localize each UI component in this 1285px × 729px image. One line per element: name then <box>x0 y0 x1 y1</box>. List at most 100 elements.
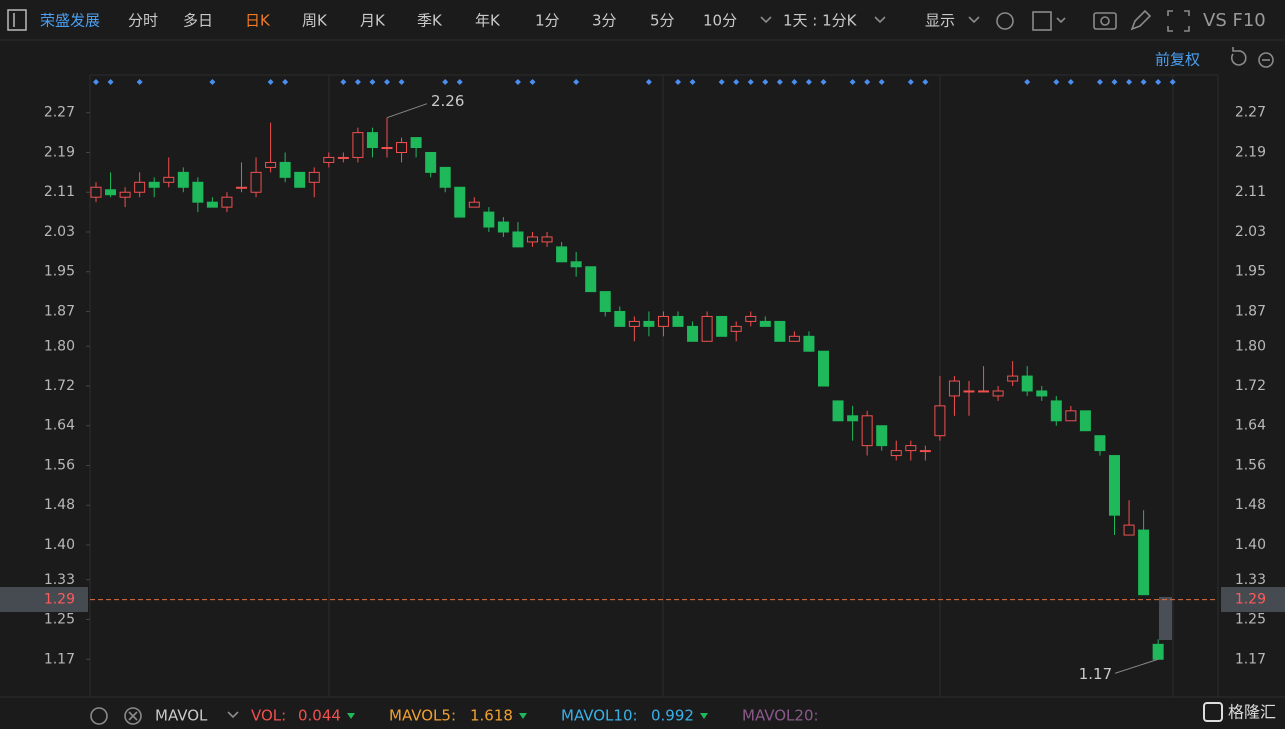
interval-select[interactable]: 1天 : 1分K <box>783 12 858 30</box>
event-marker[interactable] <box>1024 79 1031 85</box>
event-marker[interactable] <box>398 79 405 85</box>
candle-body <box>657 315 669 327</box>
event-marker[interactable] <box>107 79 114 85</box>
max-annotation: 2.26 <box>431 92 464 110</box>
indicator-value: 1.618 <box>470 707 513 725</box>
event-marker[interactable] <box>820 79 827 85</box>
event-marker[interactable] <box>791 79 798 85</box>
camera-icon[interactable] <box>1093 12 1117 30</box>
sidebar-toggle[interactable] <box>7 9 27 31</box>
event-marker[interactable] <box>762 79 769 85</box>
zoom-out-icon[interactable] <box>1258 52 1274 68</box>
event-marker[interactable] <box>384 79 390 85</box>
indicator-settings[interactable] <box>90 707 108 725</box>
event-marker[interactable] <box>573 79 580 85</box>
period-tab[interactable]: 3分 <box>592 12 617 30</box>
adjust-mode[interactable]: 前复权 <box>1155 51 1200 69</box>
candle-body <box>788 335 800 342</box>
event-marker[interactable] <box>442 79 449 85</box>
y-tick-label: 2.19 <box>44 144 75 160</box>
candle-body <box>556 246 568 263</box>
reset-icon[interactable] <box>1230 47 1247 66</box>
event-marker[interactable] <box>675 79 681 85</box>
event-marker[interactable] <box>1096 79 1103 85</box>
event-marker[interactable] <box>1111 79 1118 85</box>
candle-body <box>134 181 146 193</box>
y-tick-label: 1.40 <box>1235 537 1266 553</box>
candle-body <box>323 156 335 163</box>
candle-body <box>512 231 524 248</box>
candle-body <box>352 132 364 158</box>
event-marker[interactable] <box>805 79 812 85</box>
y-tick-label: 2.11 <box>44 184 75 200</box>
indicator-value: 0.044 <box>298 707 341 725</box>
period-tab[interactable]: 周K <box>302 12 328 30</box>
period-tab[interactable]: 月K <box>360 12 386 30</box>
period-tab[interactable]: 年K <box>475 12 501 30</box>
period-tab[interactable]: 多日 <box>183 12 213 30</box>
fullscreen-icon[interactable] <box>1167 10 1190 32</box>
candle-body <box>527 236 538 243</box>
candle-body <box>963 390 975 393</box>
event-marker[interactable] <box>340 79 347 85</box>
event-marker[interactable] <box>514 79 521 85</box>
event-marker[interactable] <box>645 79 652 85</box>
candle-body <box>1079 410 1091 432</box>
indicator-name[interactable]: MAVOL <box>155 707 208 725</box>
candle-body <box>1021 375 1033 392</box>
period-tab[interactable]: 5分 <box>650 12 675 30</box>
candle-body <box>948 380 960 397</box>
event-marker[interactable] <box>849 79 856 85</box>
y-tick-label: 1.80 <box>44 338 75 354</box>
candle-body <box>599 291 611 312</box>
event-marker[interactable] <box>209 79 216 85</box>
shape-icon[interactable] <box>1032 11 1052 31</box>
y-tick-label: 2.03 <box>44 224 75 240</box>
period-tab[interactable]: 季K <box>417 12 443 30</box>
event-marker[interactable] <box>878 79 885 85</box>
logo-mark <box>1203 702 1223 722</box>
candle-body <box>439 166 451 188</box>
period-tab[interactable]: 日K <box>245 12 271 30</box>
event-marker[interactable] <box>689 79 696 85</box>
candle-body <box>701 315 713 342</box>
display-menu[interactable]: 显示 <box>925 12 955 30</box>
event-marker[interactable] <box>776 79 783 85</box>
event-marker[interactable] <box>922 79 929 85</box>
event-marker[interactable] <box>282 79 289 85</box>
event-marker[interactable] <box>1067 79 1074 85</box>
event-marker[interactable] <box>369 79 376 85</box>
period-tab[interactable]: 1分 <box>535 12 560 30</box>
event-marker[interactable] <box>864 79 871 85</box>
settings-icon[interactable] <box>996 12 1014 30</box>
event-marker[interactable] <box>733 79 740 85</box>
period-tab[interactable]: 10分 <box>703 12 737 30</box>
period-tab[interactable]: 分时 <box>128 12 158 30</box>
event-marker[interactable] <box>93 79 99 85</box>
event-marker[interactable] <box>718 79 725 85</box>
event-marker[interactable] <box>529 79 536 85</box>
event-marker[interactable] <box>747 79 754 85</box>
candle-body <box>1050 400 1062 422</box>
last-price-label: 1.29 <box>1235 592 1266 608</box>
event-marker[interactable] <box>1155 79 1162 85</box>
event-marker[interactable] <box>267 79 274 85</box>
stock-name[interactable]: 荣盛发展 <box>40 12 100 30</box>
event-marker[interactable] <box>1053 79 1060 85</box>
vs-f10[interactable]: VS F10 <box>1203 10 1266 31</box>
event-marker[interactable] <box>1169 79 1176 85</box>
candle-body <box>1152 643 1164 660</box>
candle-body <box>90 186 102 198</box>
event-marker[interactable] <box>1126 79 1133 85</box>
candle-body <box>410 137 422 149</box>
candle-body <box>934 405 946 437</box>
y-tick-label: 1.72 <box>44 378 75 394</box>
indicator-close[interactable] <box>124 707 142 725</box>
annotation-leader <box>1114 658 1159 674</box>
event-marker[interactable] <box>456 79 463 85</box>
draw-icon[interactable] <box>1130 9 1152 31</box>
event-marker[interactable] <box>354 79 361 85</box>
event-marker[interactable] <box>136 79 143 85</box>
event-marker[interactable] <box>1140 79 1147 85</box>
event-marker[interactable] <box>907 79 914 85</box>
